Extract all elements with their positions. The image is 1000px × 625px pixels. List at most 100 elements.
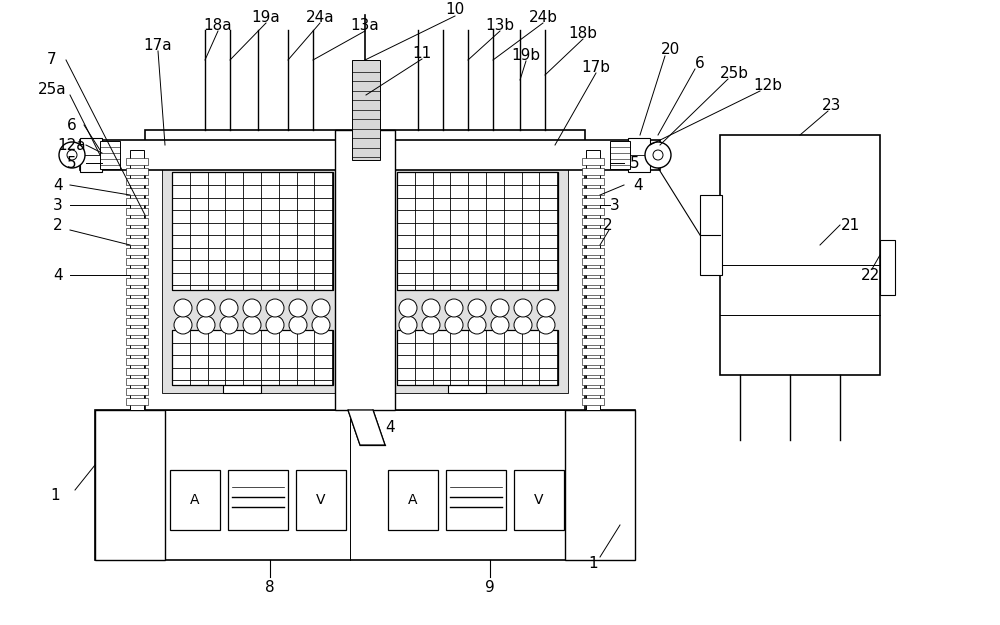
Bar [145, 130, 360, 410]
Text: 5: 5 [630, 156, 640, 171]
Text: 9: 9 [485, 579, 495, 594]
Bar [126, 398, 148, 405]
Circle shape [537, 316, 555, 334]
Text: V: V [316, 493, 326, 507]
Bar [126, 258, 148, 265]
Bar [126, 208, 148, 215]
Bar [335, 130, 395, 410]
Bar [95, 410, 165, 560]
Text: 5: 5 [67, 156, 77, 171]
Text: 4: 4 [385, 419, 395, 434]
Text: 24a: 24a [306, 9, 334, 24]
Circle shape [468, 299, 486, 317]
Circle shape [399, 299, 417, 317]
Text: 24b: 24b [528, 9, 558, 24]
Text: 25a: 25a [38, 82, 66, 98]
Circle shape [445, 299, 463, 317]
Bar [582, 368, 604, 375]
Bar [228, 470, 288, 530]
Text: 4: 4 [633, 177, 643, 192]
Bar [582, 298, 604, 305]
Circle shape [266, 299, 284, 317]
Bar [126, 268, 148, 275]
Circle shape [445, 316, 463, 334]
Bar [352, 60, 380, 160]
Bar [388, 470, 438, 530]
Text: 8: 8 [265, 579, 275, 594]
Text: 10: 10 [445, 2, 465, 18]
Text: 20: 20 [660, 42, 680, 58]
Text: 4: 4 [53, 268, 63, 282]
Bar [126, 158, 148, 165]
Text: 11: 11 [412, 46, 432, 61]
Bar [126, 178, 148, 185]
Bar [397, 172, 558, 290]
Bar [582, 228, 604, 235]
Bar [126, 358, 148, 365]
Bar [172, 330, 333, 385]
Bar [223, 375, 261, 393]
Text: 2: 2 [603, 217, 613, 232]
Bar [172, 172, 333, 290]
Bar [126, 248, 148, 255]
Text: 3: 3 [53, 198, 63, 212]
Text: 3: 3 [610, 198, 620, 212]
Circle shape [491, 316, 509, 334]
Circle shape [289, 299, 307, 317]
Bar [582, 398, 604, 405]
Circle shape [67, 150, 77, 160]
Text: 19a: 19a [252, 9, 280, 24]
Bar [446, 470, 506, 530]
Bar [582, 188, 604, 195]
Bar [126, 328, 148, 335]
Text: 23: 23 [822, 98, 842, 112]
Circle shape [243, 299, 261, 317]
Bar [582, 318, 604, 325]
Bar [100, 141, 120, 169]
Circle shape [653, 150, 663, 160]
Bar [582, 388, 604, 395]
Bar [582, 328, 604, 335]
Bar [387, 147, 568, 393]
Bar [126, 188, 148, 195]
Bar [397, 330, 558, 385]
Text: 1: 1 [588, 556, 598, 571]
Bar [126, 298, 148, 305]
Bar [582, 278, 604, 285]
Bar [296, 470, 346, 530]
Circle shape [514, 299, 532, 317]
Circle shape [422, 299, 440, 317]
Circle shape [312, 316, 330, 334]
Bar [126, 378, 148, 385]
Bar [610, 141, 630, 169]
Circle shape [289, 316, 307, 334]
Text: 17a: 17a [144, 38, 172, 53]
Bar [80, 140, 660, 170]
Text: 6: 6 [67, 118, 77, 132]
Bar [582, 168, 604, 175]
Bar [126, 288, 148, 295]
Bar [582, 248, 604, 255]
Text: 19b: 19b [511, 48, 541, 63]
Text: 22: 22 [860, 268, 880, 282]
Bar [582, 178, 604, 185]
Bar [448, 375, 486, 393]
Bar [880, 240, 895, 295]
Circle shape [266, 316, 284, 334]
Circle shape [243, 316, 261, 334]
Bar [80, 138, 102, 172]
Bar [126, 278, 148, 285]
Circle shape [514, 316, 532, 334]
Bar [126, 348, 148, 355]
Circle shape [491, 299, 509, 317]
Bar [126, 198, 148, 205]
Bar [586, 150, 600, 410]
Circle shape [312, 299, 330, 317]
Bar [95, 410, 635, 560]
Bar [565, 410, 635, 560]
Bar [582, 288, 604, 295]
Bar [582, 338, 604, 345]
Bar [514, 470, 564, 530]
Text: A: A [190, 493, 200, 507]
Circle shape [59, 142, 85, 168]
